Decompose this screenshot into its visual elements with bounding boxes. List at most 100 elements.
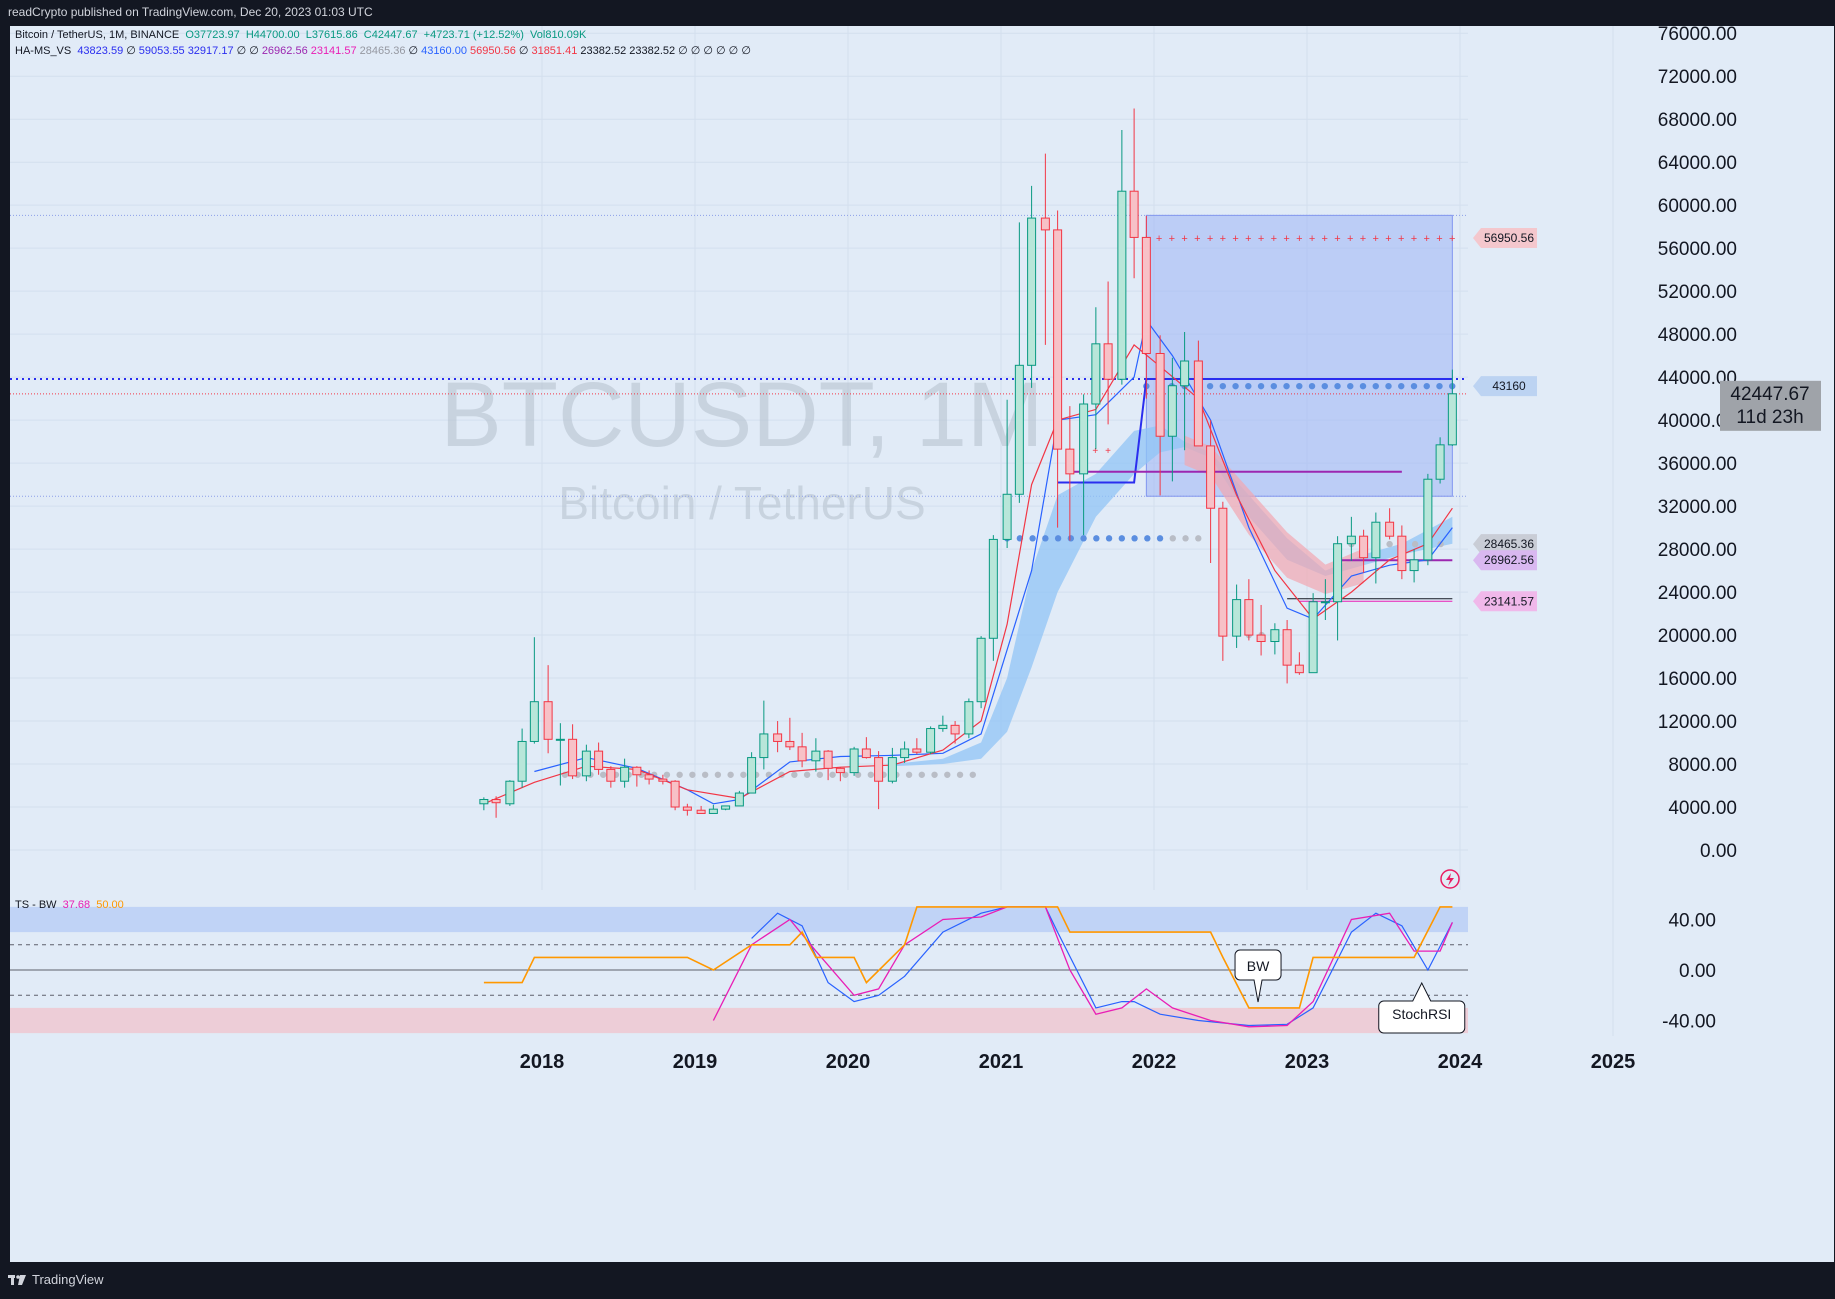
candle-body[interactable]	[1117, 190, 1127, 380]
oscillator-legend[interactable]: TS - BW 37.68 50.00	[15, 899, 127, 911]
candle-body[interactable]	[1320, 601, 1330, 604]
candle-body[interactable]	[1385, 521, 1395, 537]
candle-body[interactable]	[1014, 364, 1024, 495]
time-axis-label[interactable]: 2020	[826, 1051, 871, 1073]
candle-body[interactable]	[568, 738, 578, 777]
candle-body[interactable]	[976, 637, 986, 703]
candle-body[interactable]	[874, 757, 884, 782]
candle-body[interactable]	[1244, 599, 1254, 636]
price-axis-label[interactable]: 64000.00	[1658, 153, 1737, 174]
candle-body[interactable]	[1346, 535, 1356, 545]
candle-body[interactable]	[543, 701, 553, 740]
chart-pane[interactable]: BTCUSDT, 1M Bitcoin / TetherUS + + + + + + + + + + +…	[10, 26, 1834, 1262]
candle-body[interactable]	[1270, 629, 1280, 643]
candle-body[interactable]	[900, 748, 910, 759]
indicator-legend[interactable]: HA-MS_VS 43823.59 ∅ 59053.55 32917.17 ∅ ∅ 269…	[15, 44, 754, 57]
candle-body[interactable]	[797, 746, 807, 762]
price-tag[interactable]	[1473, 591, 1537, 612]
candle-body[interactable]	[849, 748, 859, 774]
price-axis-label[interactable]: 40000.00	[1658, 411, 1737, 432]
candle-body[interactable]	[773, 733, 783, 742]
price-tag[interactable]	[1473, 376, 1537, 397]
price-axis-label[interactable]: 12000.00	[1658, 712, 1737, 733]
candle-body[interactable]	[1141, 236, 1151, 354]
candle-body[interactable]	[1359, 535, 1369, 559]
time-axis-label[interactable]: 2022	[1132, 1051, 1177, 1073]
candle-body[interactable]	[670, 780, 680, 808]
oscillator-axis-label[interactable]: 0.00	[1679, 961, 1716, 982]
candle-body[interactable]	[1423, 478, 1433, 561]
candle-body[interactable]	[1103, 343, 1113, 380]
candle-body[interactable]	[835, 767, 845, 774]
candle-body[interactable]	[1232, 599, 1242, 637]
time-axis-label[interactable]: 2025	[1591, 1051, 1636, 1073]
candle-body[interactable]	[785, 740, 795, 748]
candle-body[interactable]	[708, 808, 718, 814]
price-axis-label[interactable]: 24000.00	[1658, 583, 1737, 604]
price-axis-label[interactable]: 4000.00	[1668, 798, 1737, 819]
candle-body[interactable]	[823, 750, 833, 769]
oscillator-axis-label[interactable]: -40.00	[1662, 1012, 1716, 1033]
candle-body[interactable]	[491, 798, 501, 804]
candle-body[interactable]	[1079, 403, 1089, 475]
price-axis-label[interactable]: 56000.00	[1658, 239, 1737, 260]
candle-body[interactable]	[747, 757, 757, 794]
candle-body[interactable]	[1371, 521, 1381, 559]
oscillator-name[interactable]: TS - BW	[15, 899, 57, 911]
price-axis-label[interactable]: 32000.00	[1658, 497, 1737, 518]
candle-body[interactable]	[1040, 217, 1050, 231]
candle-body[interactable]	[479, 798, 489, 805]
oscillator-axis-label[interactable]: 40.00	[1668, 911, 1716, 932]
candle-body[interactable]	[912, 748, 922, 753]
candle-body[interactable]	[1294, 664, 1304, 674]
price-axis-label[interactable]: 68000.00	[1658, 110, 1737, 131]
price-tag[interactable]	[1473, 534, 1537, 555]
price-tag[interactable]	[1473, 550, 1537, 571]
candle-body[interactable]	[938, 724, 948, 730]
price-axis-label[interactable]: 0.00	[1700, 841, 1737, 862]
candle-body[interactable]	[1180, 360, 1190, 387]
candle-body[interactable]	[1256, 634, 1266, 643]
candle-body[interactable]	[721, 805, 731, 810]
time-axis-label[interactable]: 2023	[1285, 1051, 1330, 1073]
candle-body[interactable]	[759, 733, 769, 759]
candle-body[interactable]	[1308, 601, 1318, 674]
time-axis-label[interactable]: 2019	[673, 1051, 718, 1073]
candle-body[interactable]	[861, 748, 871, 759]
candle-body[interactable]	[1091, 343, 1101, 405]
candle-body[interactable]	[1206, 445, 1216, 509]
candle-body[interactable]	[1193, 360, 1203, 447]
candle-body[interactable]	[620, 766, 630, 782]
candle-body[interactable]	[1218, 507, 1228, 637]
candle-body[interactable]	[1027, 217, 1037, 366]
candle-body[interactable]	[1167, 385, 1177, 437]
candle-body[interactable]	[1129, 190, 1139, 238]
candle-body[interactable]	[926, 728, 936, 753]
candle-body[interactable]	[682, 806, 692, 811]
candle-body[interactable]	[1155, 352, 1165, 437]
candle-body[interactable]	[1002, 493, 1012, 540]
candle-body[interactable]	[1053, 229, 1063, 450]
candle-body[interactable]	[606, 768, 616, 782]
candle-body[interactable]	[887, 757, 897, 782]
candle-body[interactable]	[1282, 629, 1292, 666]
price-axis-label[interactable]: 52000.00	[1658, 282, 1737, 303]
price-axis-label[interactable]: 20000.00	[1658, 626, 1737, 647]
candle-body[interactable]	[632, 766, 642, 776]
candle-body[interactable]	[1435, 444, 1445, 480]
alert-icon[interactable]	[1440, 869, 1460, 889]
price-axis-label[interactable]: 60000.00	[1658, 196, 1737, 217]
price-axis-label[interactable]: 8000.00	[1668, 755, 1737, 776]
candle-body[interactable]	[658, 778, 668, 782]
candle-body[interactable]	[988, 538, 998, 639]
candle-body[interactable]	[555, 738, 565, 741]
candle-body[interactable]	[811, 750, 821, 762]
candle-body[interactable]	[964, 701, 974, 735]
price-axis-label[interactable]: 76000.00	[1658, 26, 1737, 45]
symbol-name[interactable]: Bitcoin / TetherUS, 1M, BINANCE	[15, 29, 180, 41]
last-price-badge[interactable]	[1720, 380, 1821, 431]
indicator-name[interactable]: HA-MS_VS	[15, 45, 72, 57]
price-axis-label[interactable]: 28000.00	[1658, 540, 1737, 561]
candle-body[interactable]	[505, 780, 515, 805]
candle-body[interactable]	[950, 724, 960, 735]
